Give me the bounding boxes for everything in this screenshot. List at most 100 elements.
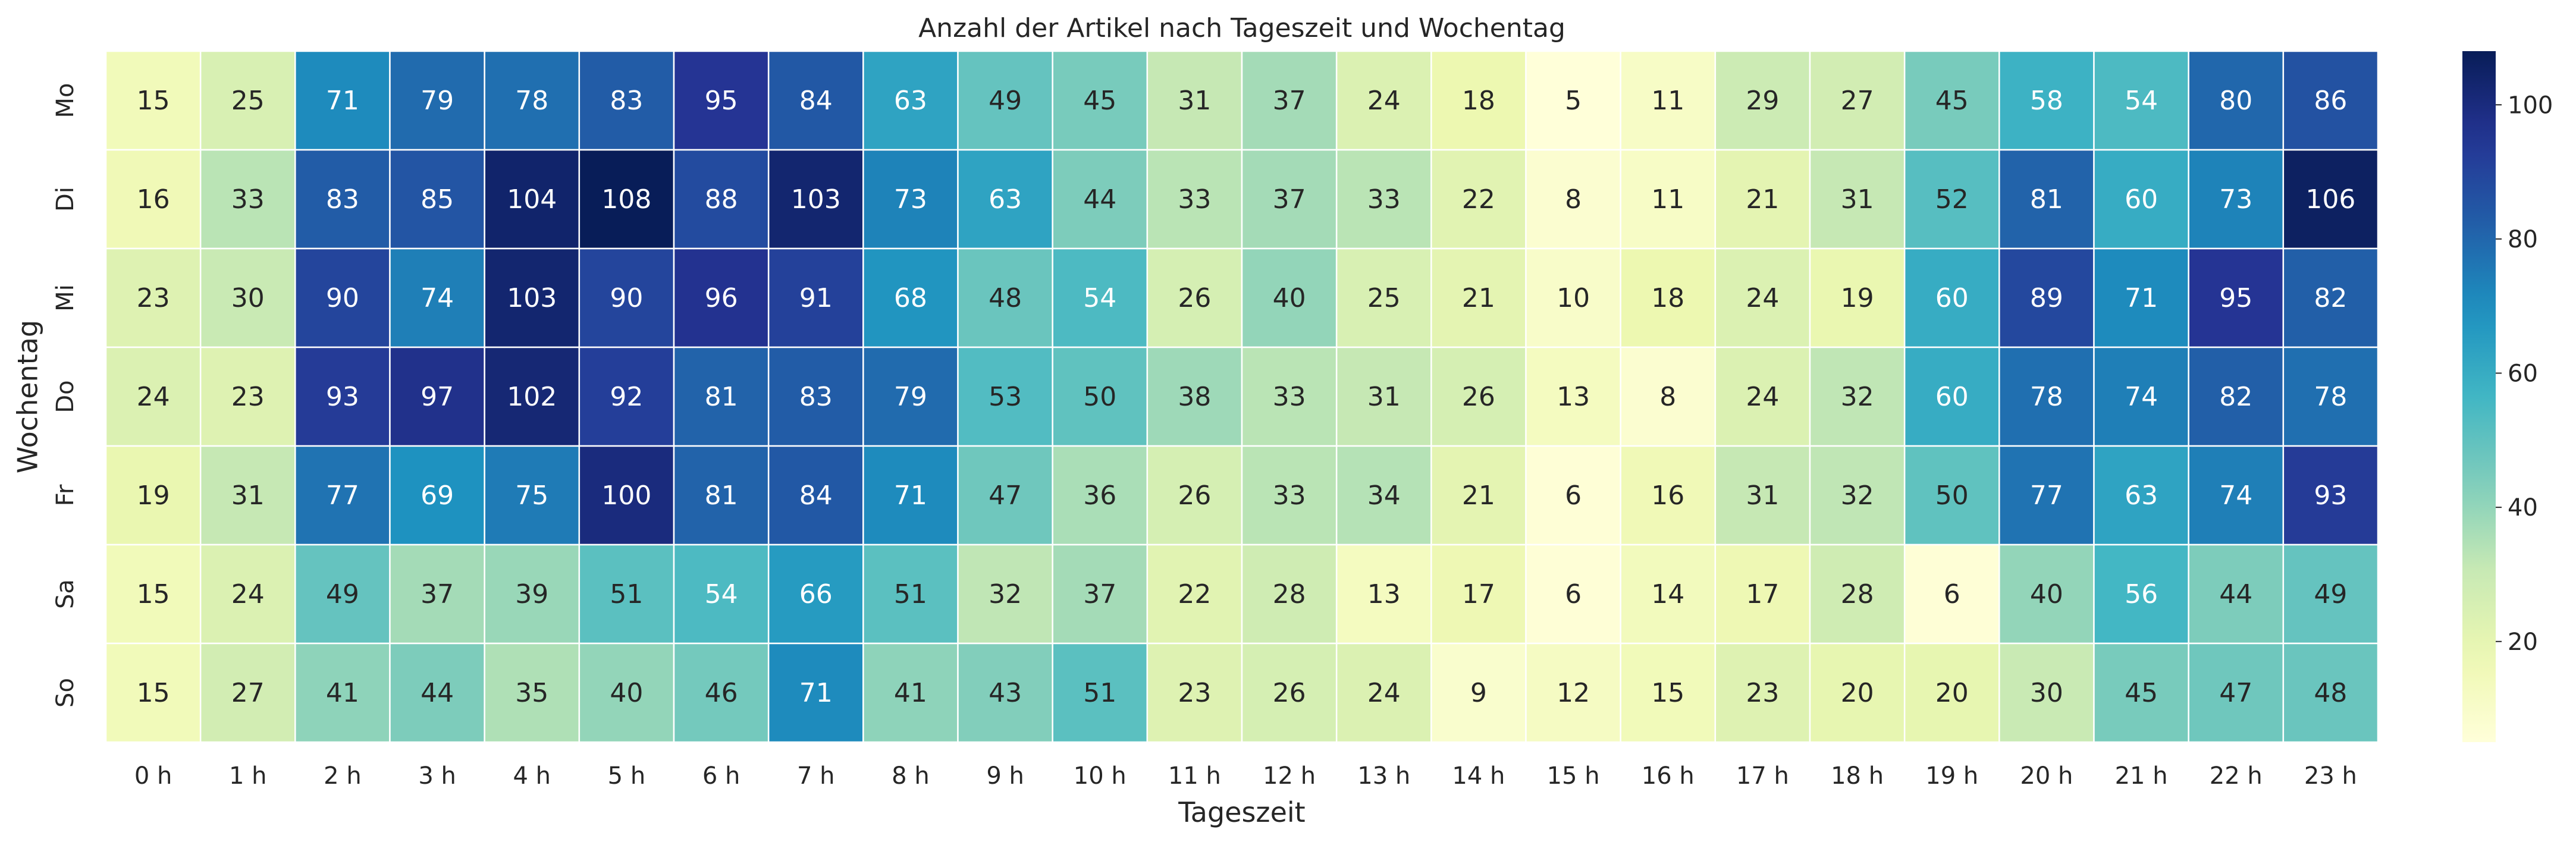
cell-value-label: 26 — [1462, 382, 1495, 412]
cell-value-label: 27 — [1841, 86, 1874, 116]
heatmap-cell — [1903, 50, 2000, 151]
heatmap-cell — [2282, 50, 2379, 151]
cell-value-label: 79 — [421, 86, 454, 116]
cell-value-label: 21 — [1462, 480, 1495, 511]
cell-value-label: 104 — [507, 184, 557, 215]
heatmap-cell — [862, 346, 959, 447]
y-tick-label: Mi — [52, 284, 79, 312]
x-tick-label: 4 h — [513, 762, 551, 790]
heatmap-cell — [105, 544, 202, 645]
heatmap-cell — [673, 346, 770, 447]
cell-value-label: 19 — [137, 480, 170, 511]
heatmap-cell — [105, 346, 202, 447]
x-tick-label: 10 h — [1074, 762, 1127, 790]
heatmap-cell — [2093, 50, 2189, 151]
x-tick-label: 20 h — [2020, 762, 2073, 790]
heatmap-cell — [1052, 247, 1149, 348]
cell-value-label: 48 — [2314, 678, 2347, 708]
heatmap-cell — [389, 642, 485, 743]
heatmap-cell — [767, 445, 864, 546]
cell-value-label: 85 — [421, 184, 454, 215]
cell-value-label: 58 — [2030, 86, 2063, 116]
heatmap-cell — [1335, 149, 1432, 250]
cell-value-label: 33 — [231, 184, 265, 215]
cell-value-label: 17 — [1462, 579, 1495, 610]
heatmap-cell — [767, 50, 864, 151]
cell-value-label: 95 — [705, 86, 738, 116]
cell-value-label: 16 — [1651, 480, 1684, 511]
cell-value-label: 33 — [1367, 184, 1401, 215]
cell-value-label: 8 — [1659, 382, 1676, 412]
y-tick-label: Fr — [52, 484, 79, 506]
cell-value-label: 47 — [2219, 678, 2252, 708]
cell-value-label: 88 — [705, 184, 738, 215]
heatmap-cell — [1714, 642, 1811, 743]
heatmap-cell — [1146, 445, 1243, 546]
cell-value-label: 81 — [2030, 184, 2063, 215]
cell-value-label: 73 — [2219, 184, 2252, 215]
heatmap-cell — [2282, 346, 2379, 447]
heatmap-cell — [1998, 247, 2095, 348]
x-tick-label: 8 h — [892, 762, 930, 790]
heatmap-cell — [294, 544, 391, 645]
heatmap-cell — [1335, 445, 1432, 546]
cell-value-label: 53 — [989, 382, 1022, 412]
heatmap-cell — [389, 149, 485, 250]
heatmap-cell — [1241, 149, 1338, 250]
heatmap-cell — [1241, 346, 1338, 447]
heatmap-cell — [2093, 247, 2189, 348]
cell-value-label: 22 — [1462, 184, 1495, 215]
cell-value-label: 81 — [705, 480, 738, 511]
cell-value-label: 90 — [326, 283, 359, 313]
cell-value-label: 18 — [1462, 86, 1495, 116]
cell-value-label: 89 — [2030, 283, 2063, 313]
heatmap-cell — [1903, 445, 2000, 546]
heatmap-cell — [1809, 346, 1906, 447]
cell-value-label: 44 — [421, 678, 454, 708]
heatmap-cell — [578, 50, 675, 151]
cell-value-label: 17 — [1746, 579, 1779, 610]
cell-value-label: 90 — [610, 283, 643, 313]
cell-value-label: 25 — [231, 86, 265, 116]
cell-value-label: 26 — [1178, 283, 1211, 313]
cell-value-label: 15 — [137, 86, 170, 116]
heatmap-cell — [1903, 247, 2000, 348]
cell-value-label: 60 — [1935, 382, 1969, 412]
heatmap-cell — [578, 247, 675, 348]
colorbar-tick-label: 40 — [2508, 494, 2538, 522]
cell-value-label: 71 — [894, 480, 927, 511]
heatmap-cell — [1714, 247, 1811, 348]
cell-value-label: 96 — [705, 283, 738, 313]
cell-value-label: 75 — [515, 480, 548, 511]
cell-value-label: 41 — [894, 678, 927, 708]
heatmap-cell — [2282, 445, 2379, 546]
heatmap-cell — [484, 346, 581, 447]
cell-value-label: 32 — [1841, 480, 1874, 511]
x-tick-label: 14 h — [1452, 762, 1505, 790]
cell-value-label: 44 — [1083, 184, 1116, 215]
heatmap-cell — [1052, 445, 1149, 546]
x-axis-label: Tageszeit — [1178, 796, 1305, 828]
cell-value-label: 30 — [2030, 678, 2063, 708]
cell-value-label: 45 — [2125, 678, 2158, 708]
cell-value-label: 26 — [1273, 678, 1306, 708]
heatmap-cell — [1241, 247, 1338, 348]
heatmap-cell — [957, 50, 1053, 151]
heatmap-cell — [1903, 346, 2000, 447]
cell-value-label: 84 — [799, 86, 833, 116]
cell-value-label: 49 — [326, 579, 359, 610]
cell-value-label: 5 — [1565, 86, 1582, 116]
x-tick-label: 5 h — [608, 762, 646, 790]
heatmap-cell — [2093, 445, 2189, 546]
heatmap-cell — [957, 642, 1053, 743]
heatmap-cell — [862, 642, 959, 743]
cell-value-label: 6 — [1565, 579, 1582, 610]
cell-value-label: 51 — [1083, 678, 1116, 708]
cell-value-label: 29 — [1746, 86, 1779, 116]
cell-value-label: 35 — [515, 678, 548, 708]
cell-value-label: 24 — [1746, 382, 1779, 412]
cell-value-label: 103 — [507, 283, 557, 313]
heatmap-cell — [294, 445, 391, 546]
heatmap-cell — [105, 247, 202, 348]
